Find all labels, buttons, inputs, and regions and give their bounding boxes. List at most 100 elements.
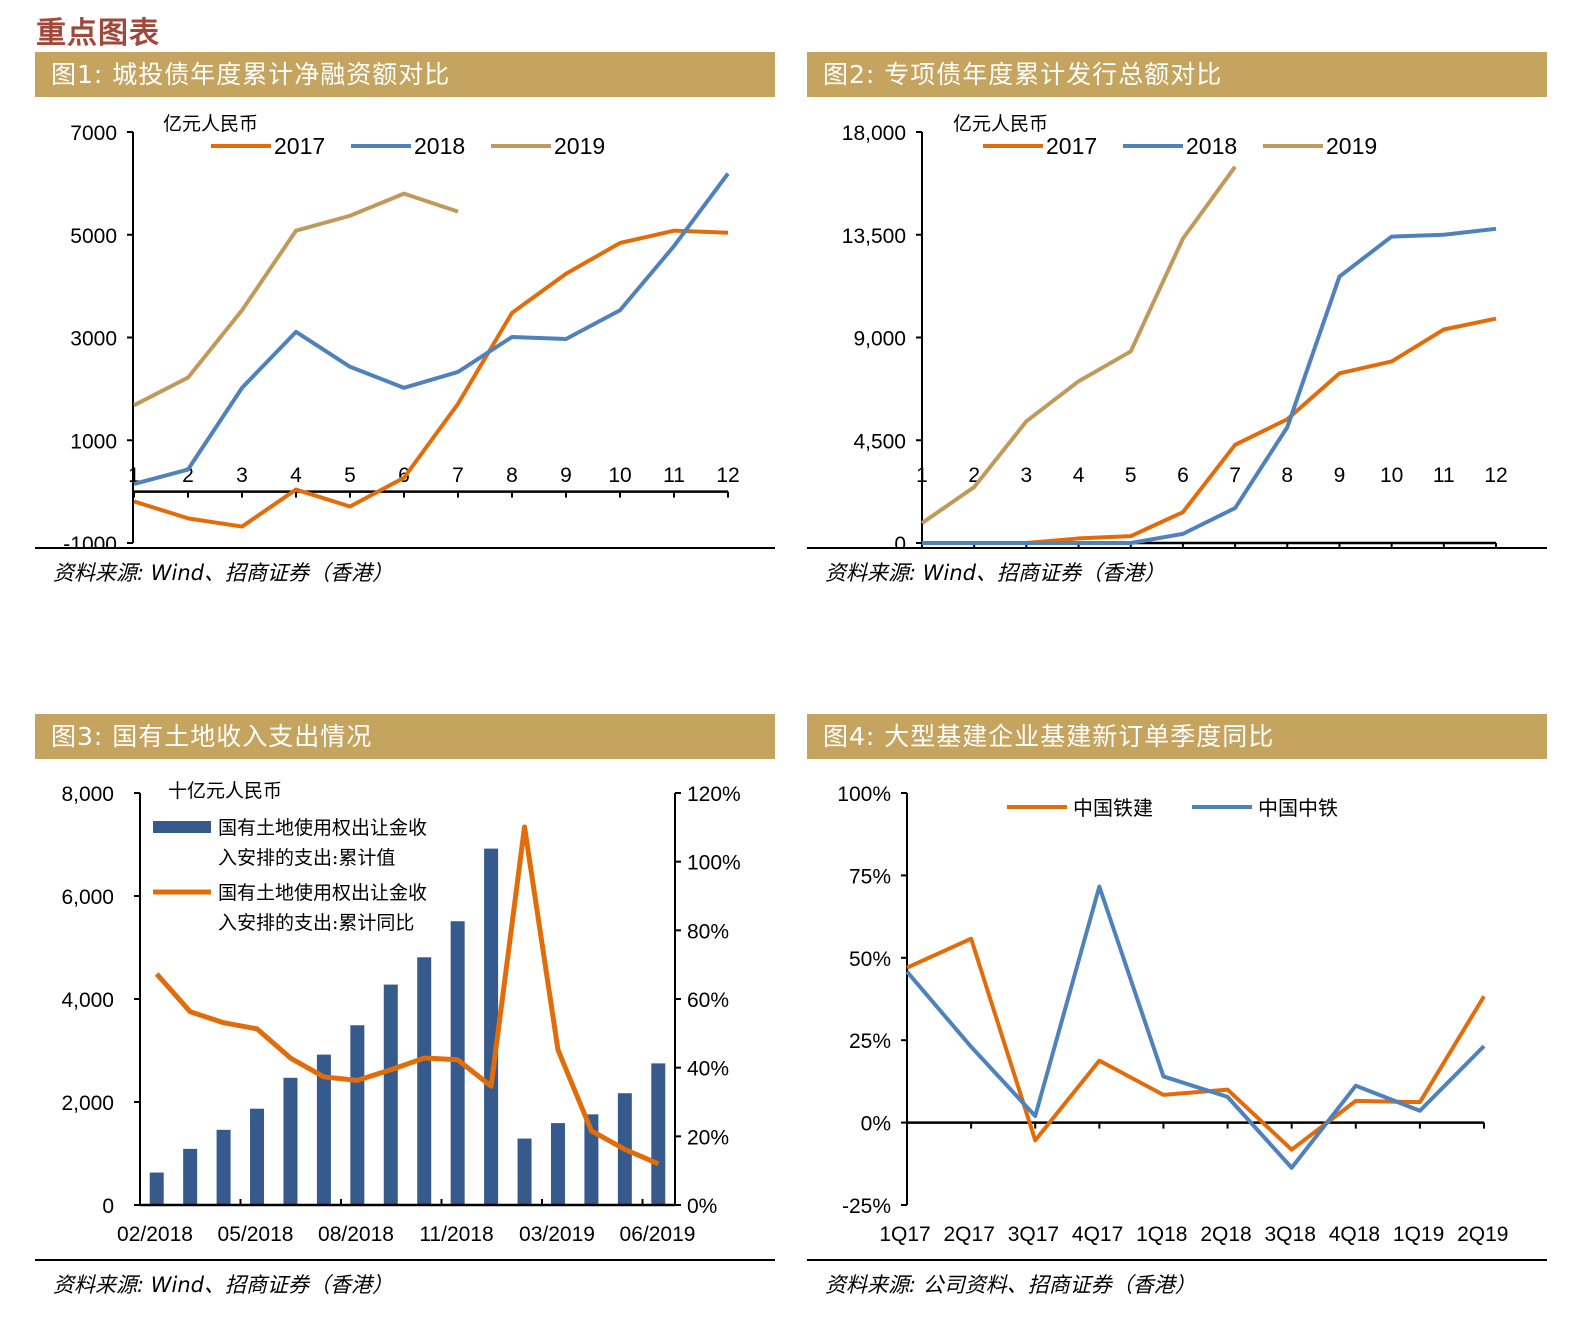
right-y-tick-label: 60% — [687, 989, 729, 1012]
x-tick-label: 6 — [1177, 464, 1189, 487]
left-y-tick-label: 8,000 — [61, 783, 114, 806]
figure-4-source: 资料来源: 公司资料、招商证券（香港） — [825, 1273, 1196, 1297]
y-tick-label: 5000 — [70, 225, 117, 248]
y-tick-label: -25% — [842, 1195, 891, 1218]
series-line-2017 — [133, 228, 729, 529]
x-tick-label: 4 — [1073, 464, 1085, 487]
x-tick-label: 06/2019 — [620, 1223, 696, 1246]
unit-label: 亿元人民币 — [163, 113, 258, 135]
figure-2-source: 资料来源: Wind、招商证券（香港） — [825, 561, 1165, 585]
bar — [517, 1138, 532, 1205]
x-tick-label: 1Q17 — [879, 1223, 930, 1246]
y-tick-label: 1000 — [70, 430, 117, 453]
figure-3-panel: 图3: 国有土地收入支出情况 0 2,000 4,000 6,000 8,000 0% 20… — [35, 714, 775, 1299]
x-tick-label: 2 — [968, 464, 980, 487]
legend-swatch-bar — [153, 821, 211, 833]
legend-label: 国有土地使用权出让金收 — [218, 817, 427, 839]
bar — [550, 1123, 565, 1205]
left-y-tick-label: 4,000 — [61, 989, 114, 1012]
x-tick-label: 2Q18 — [1200, 1223, 1251, 1246]
right-y-tick-label: 80% — [687, 920, 729, 943]
legend-label: 2019 — [1326, 133, 1377, 159]
legend-label: 国有土地使用权出让金收 — [218, 882, 427, 904]
x-tick-label: 5 — [1125, 464, 1137, 487]
series-line-2017 — [922, 316, 1497, 545]
figure-1-source: 资料来源: Wind、招商证券（香港） — [53, 561, 393, 585]
series-line-2018 — [922, 226, 1497, 545]
x-tick-label: 4 — [290, 464, 302, 487]
x-tick-label: 03/2019 — [519, 1223, 595, 1246]
x-tick-label: 7 — [1229, 464, 1241, 487]
bar — [183, 1148, 198, 1205]
series-line-2018 — [133, 172, 730, 486]
x-tick-label: 12 — [716, 464, 739, 487]
figure-4-chart: -25% 0% 25% 50% 75% 100% 1Q17 2Q17 3Q17 4Q17 1Q18 2… — [837, 783, 1508, 1246]
y-tick-label: 13,500 — [842, 225, 906, 248]
bar — [450, 921, 465, 1205]
x-tick-label: 11 — [663, 464, 685, 487]
y-tick-label: 9,000 — [853, 328, 906, 351]
x-tick-label: 11/2018 — [419, 1223, 493, 1246]
x-tick-label: 12 — [1484, 464, 1507, 487]
left-y-tick-label: 2,000 — [61, 1092, 114, 1115]
figure-1-divider — [35, 547, 775, 549]
figure-3-chart: 0 2,000 4,000 6,000 8,000 0% 20% 40% 60% 80% 100% 1… — [61, 780, 741, 1246]
x-tick-label: 4Q18 — [1329, 1223, 1380, 1246]
x-tick-label: 8 — [1281, 464, 1293, 487]
figure-3-title: 图3: 国有土地收入支出情况 — [35, 714, 775, 759]
right-y-tick-label: 0% — [687, 1195, 717, 1218]
right-y-tick-label: 20% — [687, 1126, 729, 1149]
legend-label: 2018 — [1186, 133, 1237, 159]
x-tick-label: 10 — [608, 464, 631, 487]
unit-label: 十亿元人民币 — [168, 780, 282, 802]
series-line-中国铁建 — [906, 936, 1486, 1152]
unit-label: 亿元人民币 — [953, 113, 1048, 135]
x-tick-label: 9 — [560, 464, 572, 487]
figure-1-title: 图1: 城投债年度累计净融资额对比 — [35, 52, 775, 97]
bar — [250, 1108, 265, 1205]
y-tick-label: -1000 — [63, 533, 117, 547]
legend-label: 2017 — [1046, 133, 1097, 159]
y-tick-label: 0 — [894, 533, 906, 547]
legend-label: 中国铁建 — [1073, 796, 1153, 820]
x-tick-label: 4Q17 — [1072, 1223, 1123, 1246]
y-tick-label: 18,000 — [842, 122, 906, 145]
figure-1-panel: 图1: 城投债年度累计净融资额对比 -1000 1000 3000 5000 7000 1… — [35, 52, 775, 587]
x-tick-label: 7 — [452, 464, 464, 487]
x-tick-label: 2 — [182, 464, 194, 487]
x-tick-label: 2Q19 — [1457, 1223, 1508, 1246]
left-y-tick-label: 6,000 — [61, 886, 114, 909]
x-tick-label: 8 — [506, 464, 518, 487]
legend-label: 2019 — [554, 133, 605, 159]
x-tick-label: 3Q18 — [1265, 1223, 1316, 1246]
figure-4-divider — [807, 1259, 1547, 1261]
figure-2-divider — [807, 547, 1547, 549]
x-tick-label: 3 — [1021, 464, 1033, 487]
bar — [149, 1172, 164, 1205]
figure-2-panel: 图2: 专项债年度累计发行总额对比 0 4,500 9,000 13,500 18,00… — [807, 52, 1547, 587]
right-y-tick-label: 100% — [687, 852, 741, 875]
legend-label: 2017 — [274, 133, 325, 159]
legend-label: 中国中铁 — [1258, 796, 1338, 820]
y-tick-label: 3000 — [70, 328, 117, 351]
figure-2-title: 图2: 专项债年度累计发行总额对比 — [807, 52, 1547, 97]
right-y-tick-label: 120% — [687, 783, 741, 806]
y-tick-label: 7000 — [70, 122, 117, 145]
x-tick-label: 1 — [916, 464, 928, 487]
x-tick-label: 5 — [344, 464, 356, 487]
x-tick-label: 10 — [1380, 464, 1403, 487]
bar — [484, 848, 499, 1205]
figure-4-panel: 图4: 大型基建企业基建新订单季度同比 -25% 0% 25% 50% 75% 100% 1… — [807, 714, 1547, 1299]
x-tick-label: 05/2018 — [218, 1223, 294, 1246]
x-tick-label: 02/2018 — [117, 1223, 193, 1246]
series-line-2019 — [133, 191, 459, 408]
figure-3-source: 资料来源: Wind、招商证券（香港） — [53, 1273, 393, 1297]
bar — [283, 1077, 298, 1205]
bar — [651, 1063, 666, 1205]
bar — [383, 984, 398, 1205]
y-tick-label: 100% — [837, 783, 891, 806]
x-tick-label: 08/2018 — [318, 1223, 394, 1246]
y-tick-label: 4,500 — [853, 430, 906, 453]
